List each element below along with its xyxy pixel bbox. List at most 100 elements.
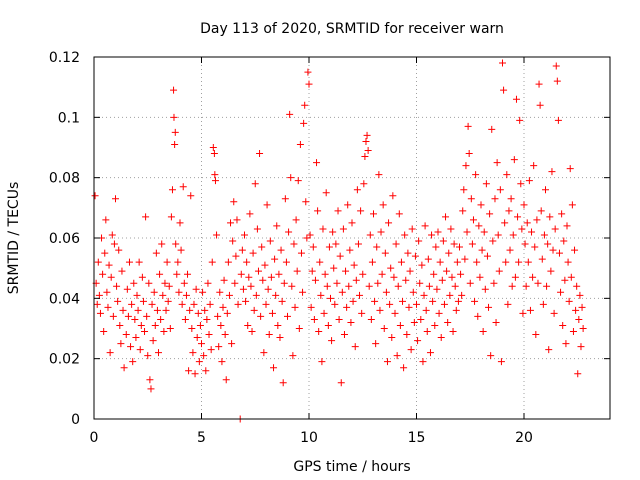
- data-point: [172, 240, 180, 248]
- data-point: [116, 321, 124, 329]
- data-point: [275, 270, 283, 278]
- data-point: [361, 153, 369, 161]
- data-point: [338, 288, 346, 296]
- data-point: [465, 150, 473, 158]
- data-point: [473, 258, 481, 266]
- data-point: [539, 300, 547, 308]
- data-point: [295, 325, 303, 332]
- data-point: [286, 110, 294, 118]
- data-point: [245, 273, 253, 281]
- data-point: [280, 279, 288, 287]
- data-point: [319, 225, 327, 233]
- data-point: [456, 243, 463, 251]
- data-point: [316, 258, 324, 266]
- data-point: [357, 207, 365, 215]
- data-point: [178, 300, 186, 308]
- data-point: [449, 328, 457, 336]
- x-tick-label: 15: [408, 430, 426, 446]
- data-point: [203, 315, 211, 323]
- data-point: [165, 282, 173, 290]
- data-point: [380, 325, 388, 332]
- data-point: [118, 267, 126, 275]
- data-point: [270, 364, 278, 372]
- data-point: [187, 192, 195, 200]
- data-point: [143, 312, 151, 320]
- data-point: [292, 216, 300, 224]
- data-point: [569, 328, 577, 336]
- data-point: [339, 225, 347, 233]
- data-point: [392, 240, 400, 248]
- data-point: [307, 303, 315, 311]
- data-point: [120, 364, 128, 372]
- data-point: [279, 379, 287, 387]
- data-point: [211, 177, 219, 185]
- data-point: [413, 300, 420, 308]
- data-point: [192, 285, 200, 293]
- data-point: [151, 321, 159, 329]
- y-tick-label: 0: [71, 412, 80, 428]
- data-point: [194, 309, 202, 317]
- data-point: [481, 285, 489, 293]
- data-point: [138, 273, 146, 281]
- data-point: [548, 168, 556, 176]
- data-point: [320, 309, 328, 317]
- data-point: [289, 352, 297, 360]
- data-point: [234, 300, 242, 308]
- data-point: [333, 279, 341, 287]
- data-point: [549, 246, 557, 254]
- data-point: [433, 285, 441, 293]
- data-point: [397, 258, 405, 266]
- data-point: [462, 162, 470, 170]
- data-point: [265, 331, 273, 339]
- data-point: [168, 186, 176, 194]
- data-point: [409, 288, 417, 296]
- data-point: [130, 279, 138, 287]
- data-point: [303, 234, 311, 242]
- data-point: [171, 140, 179, 148]
- data-point: [434, 228, 442, 236]
- data-point: [305, 80, 313, 88]
- data-point: [144, 352, 152, 360]
- data-point: [249, 249, 257, 257]
- data-point: [230, 198, 238, 206]
- data-point: [499, 59, 506, 67]
- data-point: [113, 282, 121, 290]
- data-point: [141, 328, 149, 336]
- data-point: [565, 297, 573, 305]
- data-point: [263, 201, 271, 209]
- data-point: [359, 270, 367, 278]
- data-point: [521, 240, 529, 248]
- data-point: [508, 282, 516, 290]
- data-point: [453, 258, 461, 266]
- data-point: [242, 297, 250, 305]
- data-point: [547, 267, 555, 275]
- data-point: [156, 270, 164, 278]
- data-point: [487, 352, 495, 360]
- data-point: [402, 276, 410, 284]
- data-point: [105, 261, 113, 269]
- data-point: [221, 331, 229, 339]
- data-point: [199, 288, 207, 296]
- data-point: [175, 288, 183, 296]
- data-point: [422, 306, 430, 314]
- data-point: [321, 270, 329, 278]
- data-point: [574, 370, 582, 378]
- data-point: [567, 273, 575, 281]
- data-point: [297, 249, 305, 257]
- data-point: [479, 328, 487, 336]
- data-point: [406, 267, 414, 275]
- data-point: [233, 216, 241, 224]
- data-point: [415, 237, 423, 245]
- data-point: [193, 334, 201, 342]
- data-point: [285, 228, 293, 236]
- data-point: [520, 201, 528, 209]
- data-point: [135, 258, 143, 266]
- data-point: [322, 189, 330, 197]
- data-point: [478, 246, 486, 254]
- data-point: [356, 291, 364, 299]
- data-point: [122, 331, 130, 339]
- data-point: [494, 231, 502, 239]
- data-point: [571, 246, 579, 254]
- data-point: [444, 318, 452, 326]
- data-point: [517, 180, 525, 188]
